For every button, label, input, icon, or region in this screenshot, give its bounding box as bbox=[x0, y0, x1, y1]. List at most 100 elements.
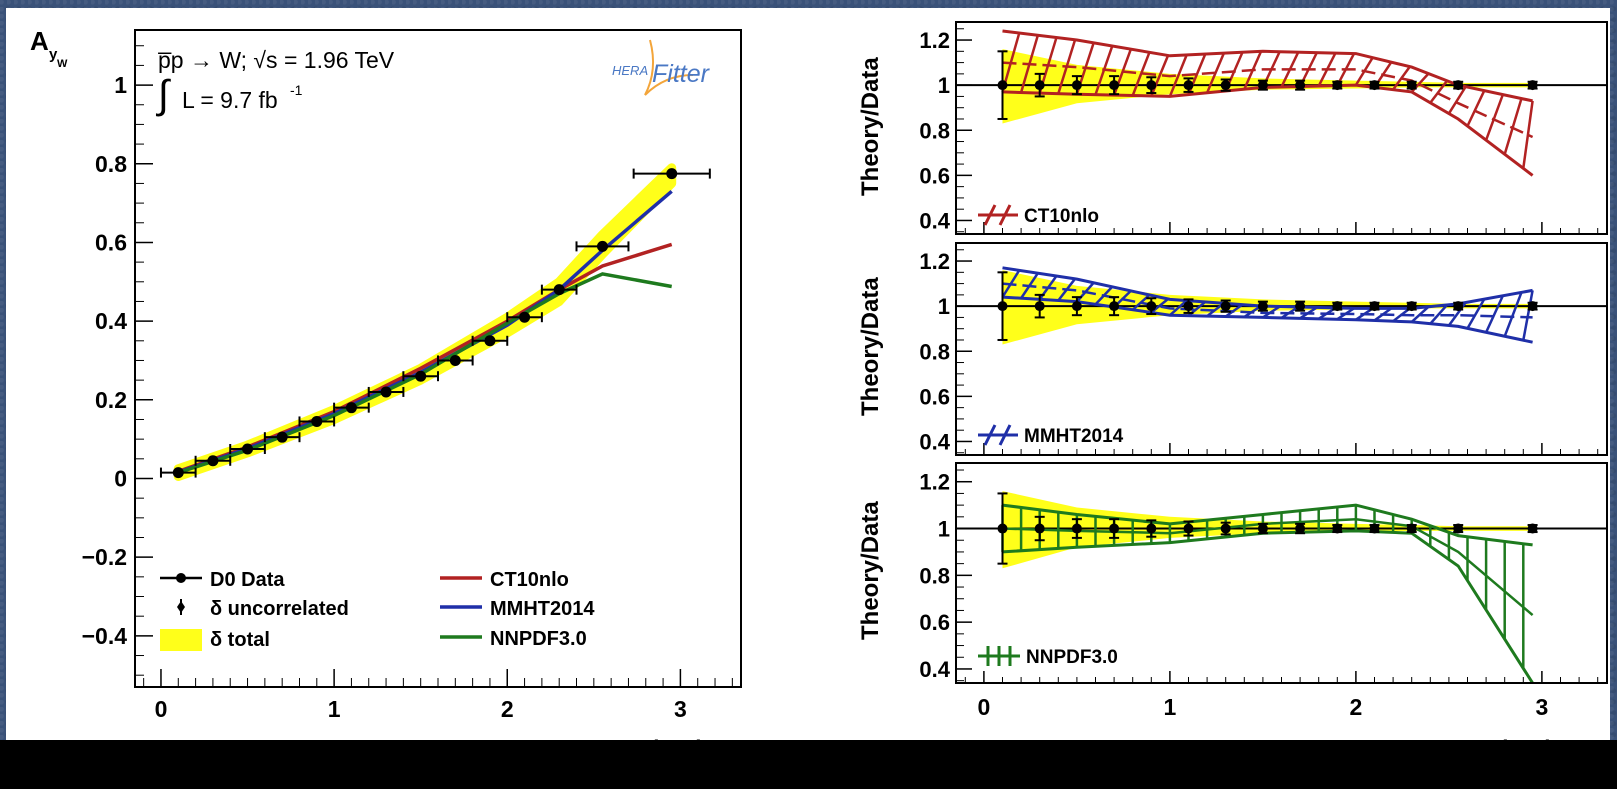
ratio-y-label-1: Theory/Data bbox=[857, 57, 884, 196]
hatch-line bbox=[1057, 278, 1077, 302]
legend-mmht-label: MMHT2014 bbox=[490, 598, 595, 620]
main-y-label: A bbox=[30, 26, 49, 56]
main-y-tick-label: 0 bbox=[114, 465, 127, 491]
ratio-data-marker bbox=[1220, 523, 1231, 534]
ratio-y-tick-label: 0.6 bbox=[919, 163, 950, 188]
data-marker bbox=[276, 431, 288, 443]
ratio-data-marker bbox=[1220, 301, 1231, 312]
data-marker bbox=[345, 402, 357, 414]
ratio-data-point bbox=[1295, 300, 1306, 312]
hatch-line bbox=[1299, 306, 1318, 320]
ratio-data-marker bbox=[1295, 301, 1306, 312]
ratio-data-point bbox=[1183, 298, 1194, 314]
ratio-data-point bbox=[1527, 523, 1538, 534]
ratio-data-marker bbox=[1183, 301, 1194, 312]
ratio-data-marker bbox=[1369, 80, 1380, 91]
ratio-data-point bbox=[1257, 300, 1268, 312]
ratio-x-tick-label: 3 bbox=[1536, 694, 1549, 720]
ratio-data-marker bbox=[1109, 301, 1120, 312]
ratio-data-point bbox=[1146, 76, 1157, 95]
ratio-data-point bbox=[1109, 75, 1120, 96]
hatch-line bbox=[1169, 299, 1188, 317]
ratio-plot-clip bbox=[956, 491, 1607, 683]
data-point bbox=[471, 335, 509, 347]
data-marker bbox=[519, 311, 531, 323]
ratio-data-marker bbox=[1406, 80, 1417, 91]
hatch-line bbox=[1429, 304, 1448, 325]
hatch-line bbox=[1094, 285, 1114, 306]
process-label: p̅p → W; √s = 1.96 TeV bbox=[158, 47, 395, 73]
ratio-y-tick-label: 1.2 bbox=[919, 249, 950, 274]
ratio-data-point bbox=[1332, 80, 1343, 91]
main-plot: −0.4 −0.2 0 0.2 0.4 0.6 0.8 1 0 1 2 3 bbox=[82, 29, 742, 722]
data-point bbox=[333, 402, 370, 414]
ratio-data-point bbox=[1257, 79, 1268, 91]
ratio-data-marker bbox=[1109, 523, 1120, 534]
ratio-data-marker bbox=[1527, 80, 1538, 91]
ratio-data-marker bbox=[1220, 80, 1231, 91]
ratio-data-marker bbox=[1369, 523, 1380, 534]
ratio-data-marker bbox=[1146, 523, 1157, 534]
ratio-data-marker bbox=[1453, 523, 1464, 534]
theory-upper-edge bbox=[1002, 503, 1533, 547]
ratio-data-marker bbox=[1453, 301, 1464, 312]
hatch-line bbox=[1280, 51, 1300, 88]
ratio-plot-area bbox=[956, 22, 1607, 234]
data-point bbox=[437, 354, 474, 366]
legend-uncorr-marker bbox=[177, 601, 185, 613]
ratio-x-label-sub: W bbox=[1530, 756, 1545, 773]
data-marker bbox=[666, 168, 678, 180]
hatch-line bbox=[1243, 50, 1263, 90]
main-y-tick-label: 1 bbox=[114, 72, 127, 98]
integral-sign: ∫ bbox=[156, 73, 172, 117]
ratio-data-marker bbox=[1071, 301, 1082, 312]
hatch-line bbox=[1354, 56, 1374, 86]
lumi-label: L = 9.7 fb bbox=[182, 87, 278, 113]
ratio-data-point bbox=[1034, 515, 1045, 542]
ratio-data-marker bbox=[1527, 301, 1538, 312]
hatch-line bbox=[1001, 269, 1021, 298]
hatch-line bbox=[1168, 54, 1188, 97]
ratio-data-point bbox=[1109, 518, 1120, 539]
legend-ct10-label: CT10nlo bbox=[490, 569, 569, 591]
main-x-tick-label: 1 bbox=[328, 696, 341, 722]
ratio-y-tick-label: 0.6 bbox=[919, 384, 950, 409]
data-point bbox=[540, 284, 578, 296]
hatch-line bbox=[1262, 305, 1281, 319]
ratio-y-tick-label: 0.8 bbox=[919, 339, 950, 364]
hatch-line bbox=[1429, 80, 1449, 104]
legend-uncorr-label: δ uncorrelated bbox=[210, 598, 349, 620]
main-y-tick-label: 0.8 bbox=[95, 151, 127, 177]
ratio-data-marker bbox=[1295, 523, 1306, 534]
main-y-tick-label: −0.2 bbox=[82, 544, 127, 570]
main-x-tick-label: 0 bbox=[155, 696, 168, 722]
hatch-line bbox=[1094, 45, 1114, 96]
theory-upper-edge bbox=[1002, 29, 1533, 103]
hatch-line bbox=[1484, 295, 1504, 333]
data-point bbox=[575, 240, 630, 252]
ratio-y-label-3: Theory/Data bbox=[857, 501, 884, 640]
legend-data-label: D0 Data bbox=[210, 569, 285, 591]
ratio-data-point bbox=[1453, 80, 1464, 91]
data-marker bbox=[380, 386, 392, 398]
ratio-data-point bbox=[1220, 299, 1231, 313]
ratio-plot-clip bbox=[956, 266, 1607, 345]
lumi-exponent: -1 bbox=[290, 82, 303, 98]
hatch-line bbox=[1336, 307, 1355, 321]
ratio-data-point bbox=[1183, 520, 1194, 537]
ratio-y-tick-label: 0.8 bbox=[919, 118, 950, 143]
main-x-tick-label: 3 bbox=[674, 696, 687, 722]
data-marker bbox=[596, 240, 608, 252]
main-y-tick-label: 0.2 bbox=[95, 387, 127, 413]
ratio-x-tick-label: 0 bbox=[978, 694, 991, 720]
hatch-line bbox=[1373, 307, 1392, 322]
ratio-data-marker bbox=[1034, 301, 1045, 312]
main-y-tick-label: −0.4 bbox=[82, 623, 128, 649]
ratio-data-point bbox=[997, 271, 1008, 341]
ratio-data-marker bbox=[1257, 523, 1268, 534]
hatch-line bbox=[1392, 65, 1411, 91]
ratio-data-point bbox=[1453, 523, 1464, 534]
ratio-plots: 0.40.60.811.20.40.60.811.20.40.60.811.20… bbox=[919, 21, 1608, 720]
main-y-label-sub: y bbox=[49, 46, 58, 63]
logo-hera-text: HERA bbox=[612, 63, 648, 78]
